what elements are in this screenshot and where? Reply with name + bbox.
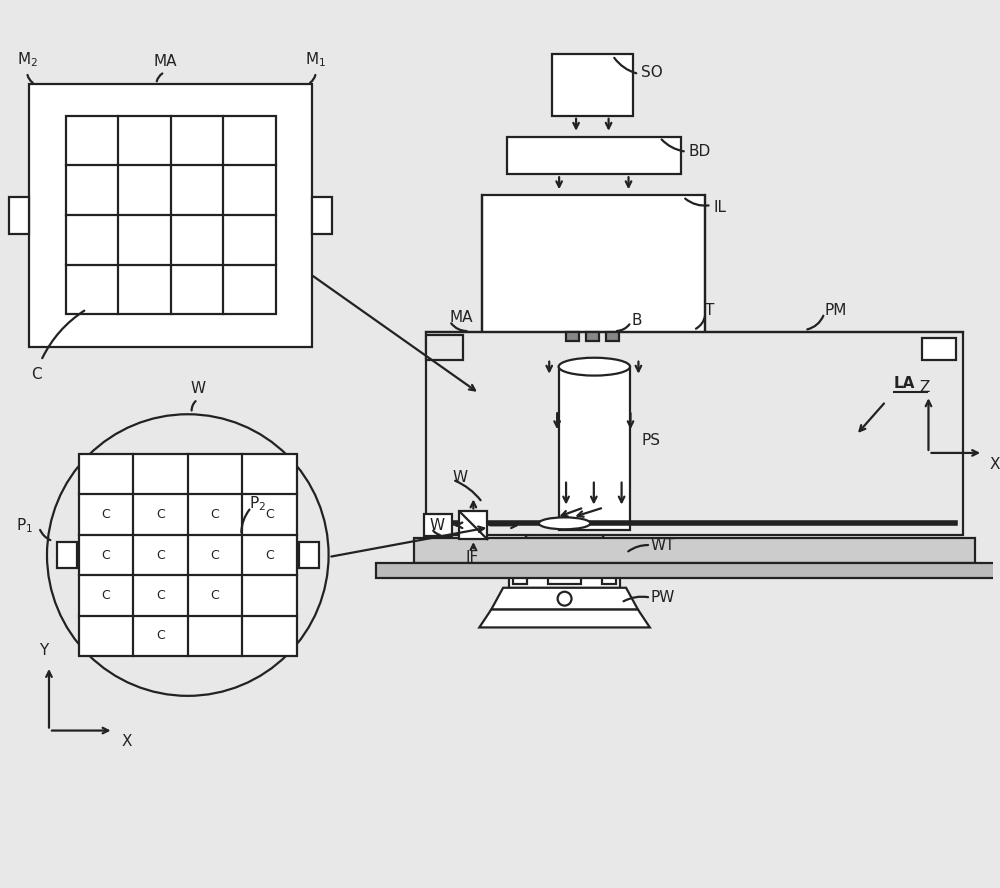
- Bar: [482, 195, 705, 359]
- Text: Y: Y: [39, 643, 49, 658]
- Polygon shape: [515, 535, 614, 553]
- Bar: [509, 553, 620, 588]
- Bar: [459, 511, 487, 539]
- Bar: [9, 196, 29, 234]
- Text: C: C: [156, 630, 165, 642]
- Polygon shape: [479, 609, 650, 628]
- Text: C: C: [102, 508, 110, 521]
- Text: C: C: [102, 549, 110, 561]
- Bar: [507, 137, 681, 174]
- Bar: [426, 335, 463, 360]
- Text: C: C: [31, 367, 42, 382]
- Ellipse shape: [559, 358, 630, 376]
- Bar: [566, 332, 579, 341]
- Bar: [922, 338, 956, 360]
- Bar: [502, 376, 686, 410]
- Text: B: B: [631, 313, 642, 328]
- Text: P$_1$: P$_1$: [16, 516, 33, 535]
- Bar: [57, 543, 77, 568]
- Polygon shape: [491, 588, 638, 609]
- Text: SO: SO: [641, 66, 663, 80]
- Bar: [299, 543, 319, 568]
- Bar: [29, 84, 312, 347]
- Bar: [424, 514, 452, 536]
- Bar: [513, 557, 527, 583]
- Text: C: C: [156, 549, 165, 561]
- Text: C: C: [211, 549, 219, 561]
- Text: X: X: [121, 733, 132, 749]
- Text: X: X: [990, 457, 1000, 472]
- Text: M$_2$: M$_2$: [17, 51, 38, 69]
- Text: WT: WT: [651, 537, 675, 552]
- Text: IF: IF: [465, 550, 479, 565]
- Text: MA: MA: [153, 54, 177, 69]
- Bar: [606, 332, 619, 341]
- Bar: [66, 115, 276, 314]
- Bar: [376, 563, 1000, 578]
- Bar: [602, 557, 616, 583]
- Bar: [414, 538, 975, 563]
- Text: W: W: [453, 471, 468, 485]
- Text: LA: LA: [894, 376, 915, 391]
- Bar: [586, 332, 599, 341]
- Text: C: C: [211, 508, 219, 521]
- Text: W: W: [190, 382, 205, 396]
- Ellipse shape: [539, 518, 590, 529]
- Text: W: W: [430, 518, 445, 533]
- Text: PS: PS: [642, 432, 661, 448]
- Text: C: C: [265, 508, 274, 521]
- Bar: [312, 196, 332, 234]
- Text: C: C: [211, 589, 219, 602]
- Bar: [548, 563, 581, 583]
- Text: C: C: [265, 549, 274, 561]
- Text: IL: IL: [713, 200, 726, 215]
- Text: M$_1$: M$_1$: [305, 51, 326, 69]
- Text: P$_2$: P$_2$: [249, 494, 266, 513]
- Circle shape: [558, 591, 572, 606]
- Text: C: C: [156, 589, 165, 602]
- Text: Z: Z: [919, 380, 930, 395]
- Bar: [79, 454, 297, 656]
- Text: MA: MA: [450, 310, 473, 325]
- Text: C: C: [156, 508, 165, 521]
- Text: T: T: [705, 303, 715, 318]
- Text: PW: PW: [651, 591, 675, 606]
- Bar: [426, 332, 963, 535]
- Text: C: C: [102, 589, 110, 602]
- Text: BD: BD: [689, 144, 711, 159]
- Bar: [552, 54, 633, 115]
- Text: PM: PM: [824, 303, 847, 318]
- Ellipse shape: [507, 440, 681, 480]
- Bar: [559, 367, 630, 530]
